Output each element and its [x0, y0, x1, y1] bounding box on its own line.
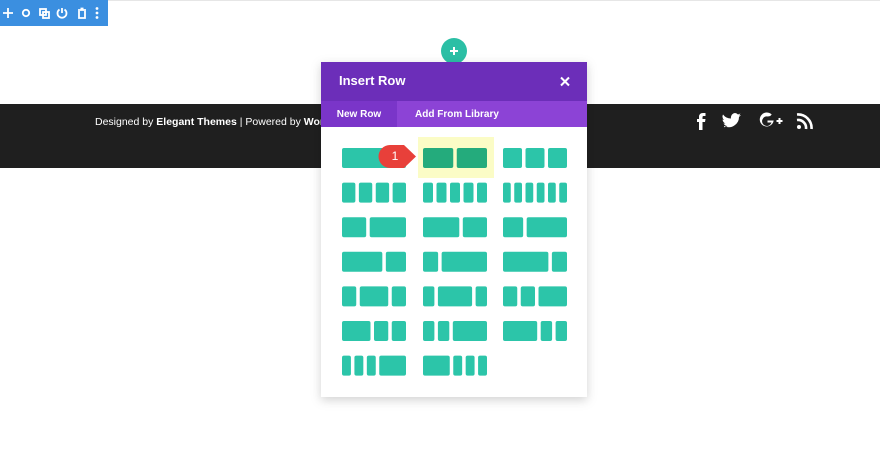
- layout-column[interactable]: [342, 217, 367, 238]
- layout-column[interactable]: [385, 251, 406, 272]
- layout-column[interactable]: [478, 355, 487, 376]
- layout-column[interactable]: [526, 217, 567, 238]
- layout-column[interactable]: [366, 355, 376, 376]
- close-button[interactable]: [560, 76, 570, 87]
- layout-column[interactable]: [375, 182, 390, 203]
- more-icon[interactable]: [95, 7, 99, 19]
- marker-badge: [378, 145, 416, 168]
- layout-column[interactable]: [379, 355, 406, 376]
- facebook-icon[interactable]: [697, 113, 706, 130]
- layout-column[interactable]: [536, 182, 545, 203]
- step-marker: 1: [378, 145, 416, 168]
- layout-column[interactable]: [391, 286, 406, 307]
- credit-link[interactable]: Elegant Themes: [156, 116, 237, 128]
- layout-column[interactable]: [503, 182, 511, 203]
- layout-column[interactable]: [503, 148, 522, 168]
- layout-column[interactable]: [342, 321, 371, 341]
- rss-waves: [796, 113, 813, 130]
- layout-column[interactable]: [463, 182, 474, 203]
- duplicate-icon-back: [42, 11, 50, 19]
- layout-column[interactable]: [465, 355, 475, 376]
- settings-icon[interactable]: [21, 8, 31, 18]
- layout-column[interactable]: [369, 217, 406, 238]
- google-plus-sign: [776, 118, 783, 124]
- modal-title: Insert Row: [339, 73, 406, 88]
- layout-column[interactable]: [437, 321, 450, 341]
- layout-column[interactable]: [423, 182, 433, 203]
- tab-label[interactable]: New Row: [337, 109, 382, 120]
- layout-column[interactable]: [391, 321, 406, 341]
- marker-label: 1: [392, 149, 399, 163]
- layout-column[interactable]: [548, 182, 556, 203]
- row-toolbar: [0, 0, 108, 26]
- layout-column[interactable]: [514, 182, 522, 203]
- layout-column[interactable]: [503, 251, 549, 272]
- tab-label[interactable]: Add From Library: [415, 109, 499, 120]
- layout-column[interactable]: [540, 321, 553, 341]
- layout-column[interactable]: [503, 321, 538, 341]
- layout-column[interactable]: [423, 148, 454, 168]
- layout-column[interactable]: [452, 321, 487, 341]
- layout-column[interactable]: [342, 251, 383, 272]
- layout-column[interactable]: [548, 148, 567, 168]
- move-icon[interactable]: [3, 8, 13, 18]
- layout-column[interactable]: [423, 251, 439, 272]
- layout-column[interactable]: [453, 355, 463, 376]
- google-plus-icon[interactable]: [759, 112, 774, 127]
- layout-column[interactable]: [436, 182, 447, 203]
- layout-column[interactable]: [525, 148, 545, 168]
- disable-icon[interactable]: [56, 8, 68, 19]
- credit-text: Designed by: [95, 116, 156, 128]
- layout-column[interactable]: [437, 286, 473, 307]
- insert-row-modal: Insert Row New Row Add From Library 1: [321, 62, 587, 397]
- layout-column[interactable]: [342, 182, 356, 203]
- layout-column[interactable]: [342, 355, 351, 376]
- layout-column[interactable]: [423, 355, 450, 376]
- modal-header: [321, 62, 587, 101]
- layout-column[interactable]: [450, 182, 460, 203]
- layout-column[interactable]: [503, 217, 524, 238]
- layout-column[interactable]: [456, 148, 487, 168]
- layout-column[interactable]: [358, 182, 373, 203]
- add-row-plus: [450, 47, 458, 55]
- layout-column[interactable]: [525, 182, 534, 203]
- layout-column[interactable]: [538, 286, 568, 307]
- active-tab[interactable]: [321, 101, 397, 127]
- layout-grid: [342, 148, 567, 376]
- footer-credit: Designed by Elegant Themes | Powered by …: [95, 116, 359, 128]
- layout-column[interactable]: [423, 217, 460, 238]
- layout-column[interactable]: [477, 182, 487, 203]
- layout-column[interactable]: [520, 286, 535, 307]
- layout-column[interactable]: [374, 321, 389, 341]
- delete-icon[interactable]: [78, 7, 86, 19]
- layout-column[interactable]: [475, 286, 487, 307]
- layout-column[interactable]: [359, 286, 389, 307]
- layout-column[interactable]: [462, 217, 487, 238]
- twitter-icon[interactable]: [722, 113, 741, 128]
- credit-text: | Powered by: [237, 116, 304, 128]
- rss-icon[interactable]: [797, 125, 801, 129]
- layout-column[interactable]: [392, 182, 406, 203]
- layout-column[interactable]: [441, 251, 487, 272]
- layout-column[interactable]: [342, 286, 357, 307]
- layout-column[interactable]: [354, 355, 364, 376]
- layout-column[interactable]: [423, 286, 435, 307]
- layout-column[interactable]: [555, 321, 567, 341]
- layout-column[interactable]: [423, 321, 435, 341]
- layout-column[interactable]: [559, 182, 567, 203]
- layout-column[interactable]: [551, 251, 567, 272]
- layout-column[interactable]: [503, 286, 518, 307]
- toolbar-bg: [0, 0, 108, 26]
